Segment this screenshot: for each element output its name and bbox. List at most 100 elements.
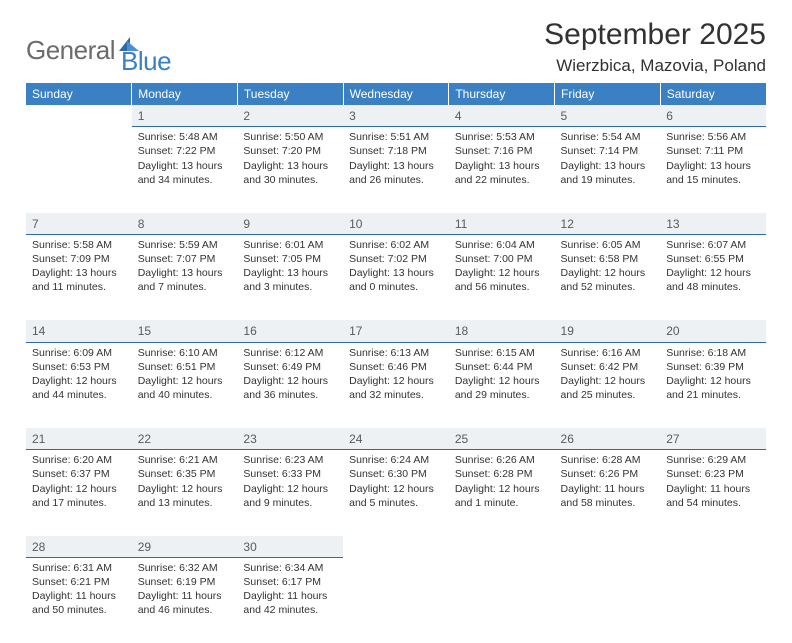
day-number: 26: [555, 428, 661, 449]
sunrise-line: Sunrise: 5:56 AM: [666, 130, 760, 144]
day-number-row: 21222324252627: [26, 428, 766, 450]
daylight-line: Daylight: 12 hours and 32 minutes.: [349, 374, 443, 402]
sunrise-line: Sunrise: 6:15 AM: [455, 346, 549, 360]
day-details: Sunrise: 5:56 AMSunset: 7:11 PMDaylight:…: [660, 127, 766, 193]
calendar-table: SundayMondayTuesdayWednesdayThursdayFrid…: [26, 83, 766, 643]
day-cell: Sunrise: 6:15 AMSunset: 6:44 PMDaylight:…: [449, 342, 555, 428]
sunrise-line: Sunrise: 6:05 AM: [561, 238, 655, 252]
sunrise-line: Sunrise: 5:54 AM: [561, 130, 655, 144]
header-bar: General Blue September 2025 Wierzbica, M…: [26, 18, 766, 77]
day-details: Sunrise: 6:02 AMSunset: 7:02 PMDaylight:…: [343, 235, 449, 301]
day-number-row: 282930: [26, 536, 766, 558]
daylight-line: Daylight: 12 hours and 13 minutes.: [138, 482, 232, 510]
sunset-line: Sunset: 6:53 PM: [32, 360, 126, 374]
day-number-row: 123456: [26, 105, 766, 127]
sunset-line: Sunset: 6:19 PM: [138, 575, 232, 589]
day-number-cell: 6: [660, 105, 766, 127]
day-details: Sunrise: 6:29 AMSunset: 6:23 PMDaylight:…: [660, 450, 766, 516]
day-cell: Sunrise: 5:53 AMSunset: 7:16 PMDaylight:…: [449, 127, 555, 213]
day-cell: Sunrise: 5:51 AMSunset: 7:18 PMDaylight:…: [343, 127, 449, 213]
day-number-row: 78910111213: [26, 213, 766, 235]
sunset-line: Sunset: 6:26 PM: [561, 467, 655, 481]
daylight-line: Daylight: 11 hours and 58 minutes.: [561, 482, 655, 510]
empty-cell: [343, 536, 449, 558]
sunset-line: Sunset: 6:23 PM: [666, 467, 760, 481]
daylight-line: Daylight: 13 hours and 11 minutes.: [32, 266, 126, 294]
day-number: 3: [343, 105, 449, 126]
day-details: Sunrise: 6:20 AMSunset: 6:37 PMDaylight:…: [26, 450, 132, 516]
day-number-cell: 20: [660, 320, 766, 342]
sunrise-line: Sunrise: 6:32 AM: [138, 561, 232, 575]
sunrise-line: Sunrise: 6:24 AM: [349, 453, 443, 467]
day-number-cell: 28: [26, 536, 132, 558]
day-details: Sunrise: 6:04 AMSunset: 7:00 PMDaylight:…: [449, 235, 555, 301]
day-number: 11: [449, 213, 555, 234]
day-number: 29: [132, 536, 238, 557]
calendar-head: SundayMondayTuesdayWednesdayThursdayFrid…: [26, 83, 766, 105]
day-cell: Sunrise: 6:18 AMSunset: 6:39 PMDaylight:…: [660, 342, 766, 428]
day-cell: Sunrise: 5:56 AMSunset: 7:11 PMDaylight:…: [660, 127, 766, 213]
calendar-body: 123456Sunrise: 5:48 AMSunset: 7:22 PMDay…: [26, 105, 766, 643]
day-number: 28: [26, 536, 132, 557]
day-cell: Sunrise: 6:10 AMSunset: 6:51 PMDaylight:…: [132, 342, 238, 428]
sunrise-line: Sunrise: 5:59 AM: [138, 238, 232, 252]
day-number: 2: [237, 105, 343, 126]
day-number-cell: 1: [132, 105, 238, 127]
day-number-cell: 14: [26, 320, 132, 342]
daylight-line: Daylight: 13 hours and 0 minutes.: [349, 266, 443, 294]
day-number: 24: [343, 428, 449, 449]
weekday-header: Wednesday: [343, 83, 449, 105]
sunset-line: Sunset: 7:14 PM: [561, 144, 655, 158]
day-number-cell: 25: [449, 428, 555, 450]
day-number-cell: 22: [132, 428, 238, 450]
sunrise-line: Sunrise: 5:51 AM: [349, 130, 443, 144]
sunset-line: Sunset: 6:33 PM: [243, 467, 337, 481]
daylight-line: Daylight: 13 hours and 30 minutes.: [243, 159, 337, 187]
sunset-line: Sunset: 6:35 PM: [138, 467, 232, 481]
sunset-line: Sunset: 6:21 PM: [32, 575, 126, 589]
day-number: 22: [132, 428, 238, 449]
day-number-cell: 15: [132, 320, 238, 342]
day-number: 20: [660, 320, 766, 341]
day-number-cell: 11: [449, 213, 555, 235]
day-number-cell: 3: [343, 105, 449, 127]
day-cell: Sunrise: 6:32 AMSunset: 6:19 PMDaylight:…: [132, 557, 238, 643]
day-number-cell: 4: [449, 105, 555, 127]
day-cell: Sunrise: 6:26 AMSunset: 6:28 PMDaylight:…: [449, 450, 555, 536]
day-number-cell: 5: [555, 105, 661, 127]
day-number-cell: 7: [26, 213, 132, 235]
day-cell: Sunrise: 5:54 AMSunset: 7:14 PMDaylight:…: [555, 127, 661, 213]
day-number: 27: [660, 428, 766, 449]
sunrise-line: Sunrise: 6:12 AM: [243, 346, 337, 360]
sunrise-line: Sunrise: 6:31 AM: [32, 561, 126, 575]
day-number-cell: 2: [237, 105, 343, 127]
day-cell: Sunrise: 6:09 AMSunset: 6:53 PMDaylight:…: [26, 342, 132, 428]
day-details: Sunrise: 5:59 AMSunset: 7:07 PMDaylight:…: [132, 235, 238, 301]
day-content-row: Sunrise: 5:48 AMSunset: 7:22 PMDaylight:…: [26, 127, 766, 213]
day-details: Sunrise: 6:16 AMSunset: 6:42 PMDaylight:…: [555, 343, 661, 409]
daylight-line: Daylight: 11 hours and 42 minutes.: [243, 589, 337, 617]
empty-cell: [26, 127, 132, 213]
daylight-line: Daylight: 12 hours and 36 minutes.: [243, 374, 337, 402]
sunrise-line: Sunrise: 5:58 AM: [32, 238, 126, 252]
sunset-line: Sunset: 6:30 PM: [349, 467, 443, 481]
sunrise-line: Sunrise: 6:09 AM: [32, 346, 126, 360]
sunrise-line: Sunrise: 6:28 AM: [561, 453, 655, 467]
day-details: Sunrise: 6:05 AMSunset: 6:58 PMDaylight:…: [555, 235, 661, 301]
daylight-line: Daylight: 12 hours and 48 minutes.: [666, 266, 760, 294]
sunset-line: Sunset: 6:46 PM: [349, 360, 443, 374]
day-details: Sunrise: 6:23 AMSunset: 6:33 PMDaylight:…: [237, 450, 343, 516]
day-details: Sunrise: 5:54 AMSunset: 7:14 PMDaylight:…: [555, 127, 661, 193]
daylight-line: Daylight: 12 hours and 21 minutes.: [666, 374, 760, 402]
sunrise-line: Sunrise: 5:50 AM: [243, 130, 337, 144]
day-cell: Sunrise: 6:02 AMSunset: 7:02 PMDaylight:…: [343, 234, 449, 320]
weekday-header: Tuesday: [237, 83, 343, 105]
day-details: Sunrise: 6:26 AMSunset: 6:28 PMDaylight:…: [449, 450, 555, 516]
sunrise-line: Sunrise: 6:04 AM: [455, 238, 549, 252]
daylight-line: Daylight: 13 hours and 26 minutes.: [349, 159, 443, 187]
day-number-cell: 29: [132, 536, 238, 558]
sunrise-line: Sunrise: 5:53 AM: [455, 130, 549, 144]
weekday-header: Saturday: [660, 83, 766, 105]
day-cell: Sunrise: 6:31 AMSunset: 6:21 PMDaylight:…: [26, 557, 132, 643]
daylight-line: Daylight: 13 hours and 3 minutes.: [243, 266, 337, 294]
